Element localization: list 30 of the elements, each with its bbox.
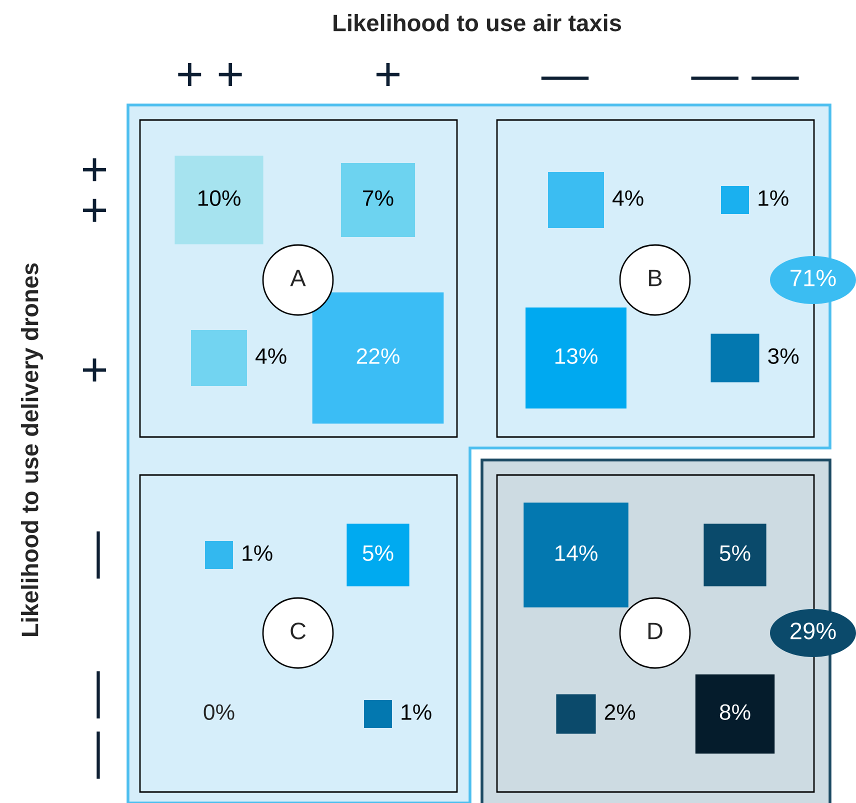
annotation: B xyxy=(649,270,662,286)
data-label: 7% xyxy=(363,190,394,206)
y-axis-title: Likelihood to use delivery drones xyxy=(20,263,44,636)
data-label: 4% xyxy=(612,190,644,206)
data-label: 14% xyxy=(555,545,598,561)
data-label: 8% xyxy=(720,704,750,720)
data-label: 10% xyxy=(198,190,240,206)
annotation: D xyxy=(648,622,662,640)
y-tick-label: — — xyxy=(96,671,100,779)
y-tick-label: — xyxy=(96,531,100,579)
data-label: 1% xyxy=(242,545,272,561)
annotation: 29% xyxy=(790,622,836,640)
annotation: 71% xyxy=(790,270,836,286)
x-tick-label: + + xyxy=(178,62,242,86)
y-tick-label: + xyxy=(82,358,106,382)
data-label: 3% xyxy=(768,348,799,364)
data-label: 5% xyxy=(362,545,394,561)
data-label: 1% xyxy=(758,190,788,206)
data-label: 13% xyxy=(555,348,598,364)
data-label: 1% xyxy=(402,704,432,720)
data-label: 4% xyxy=(256,348,286,364)
x-tick-label: + xyxy=(376,62,400,86)
data-label: 5% xyxy=(720,545,750,561)
annotation: C xyxy=(290,622,306,640)
annotation: A xyxy=(290,270,306,286)
data-label: 2% xyxy=(604,704,636,720)
y-tick-label: + + xyxy=(82,158,106,222)
x-axis-title: Likelihood to use air taxis xyxy=(334,14,622,32)
data-label: 0% xyxy=(204,704,234,720)
data-label: 22% xyxy=(356,348,400,364)
